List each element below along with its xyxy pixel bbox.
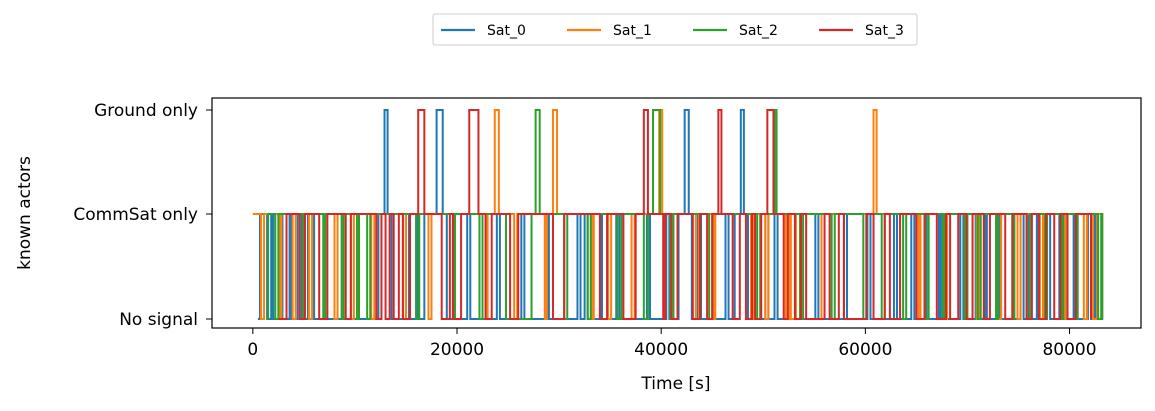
x-tick-label: 40000 xyxy=(634,340,688,360)
y-axis: No signal CommSat only Ground only xyxy=(73,101,212,330)
y-tick-label: Ground only xyxy=(94,101,198,121)
legend-entry-sat-0: Sat_0 xyxy=(441,23,526,39)
y-tick-label: No signal xyxy=(119,310,198,330)
y-axis-label: known actors xyxy=(15,156,35,270)
series-layer xyxy=(252,109,1104,320)
series-line-sat-3 xyxy=(278,109,1092,320)
legend-label-sat-2: Sat_2 xyxy=(739,23,778,39)
legend-entry-sat-3: Sat_3 xyxy=(819,23,904,39)
x-tick-label: 20000 xyxy=(430,340,484,360)
legend-label-sat-3: Sat_3 xyxy=(865,23,904,39)
y-tick-label: CommSat only xyxy=(73,205,198,225)
x-axis: 0 20000 40000 60000 80000 xyxy=(247,328,1097,360)
x-tick-label: 0 xyxy=(247,340,258,360)
legend-entry-sat-1: Sat_1 xyxy=(567,23,652,39)
legend-label-sat-0: Sat_0 xyxy=(487,23,526,39)
plot-frame xyxy=(211,97,1142,329)
legend: Sat_0 Sat_1 Sat_2 Sat_3 xyxy=(432,13,918,46)
series-line-sat-1 xyxy=(252,109,1104,320)
x-tick-label: 80000 xyxy=(1042,340,1096,360)
x-axis-label: Time [s] xyxy=(640,374,710,394)
legend-label-sat-1: Sat_1 xyxy=(613,23,652,39)
legend-entry-sat-2: Sat_2 xyxy=(693,23,778,39)
legend-frame xyxy=(432,13,918,46)
x-tick-label: 60000 xyxy=(838,340,892,360)
